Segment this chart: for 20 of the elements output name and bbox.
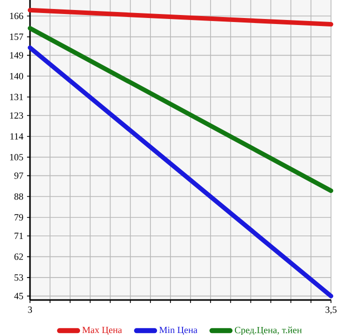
y-tick-label: 71 [14,232,23,240]
y-tick-label: 149 [10,52,24,59]
y-tick-label: 131 [10,94,23,100]
y-tick-label: 123 [10,112,24,119]
y-tick-label: 62 [14,254,23,260]
legend-label: Min Цена [159,326,198,335]
legend-label: Сред.Цена, т.йен [234,326,302,335]
y-tick-label: 157 [10,34,24,40]
x-tick-label: 3,5 [326,306,337,314]
y-tick-label: 166 [10,12,24,20]
legend-label: Max Цена [82,326,122,335]
y-tick-label: 53 [14,274,24,281]
x-tick-label: 3 [28,306,32,313]
y-tick-label: 105 [10,154,24,160]
y-tick-label: 114 [10,133,24,140]
y-tick-label: 140 [10,72,24,80]
y-tick-label: 97 [14,172,24,179]
y-tick-label: 79 [14,214,24,221]
y-tick-label: 45 [14,292,24,300]
y-tick-label: 88 [14,193,24,200]
